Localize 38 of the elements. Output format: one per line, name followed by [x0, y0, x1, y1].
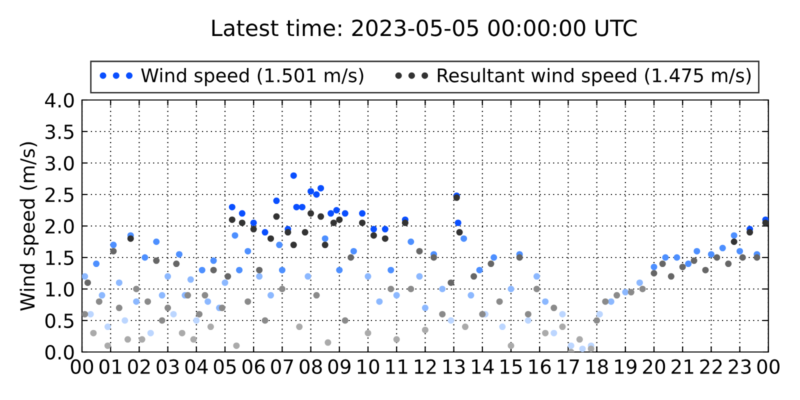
y-tick-label: 1.0 [46, 282, 74, 297]
legend-label: Resultant wind speed (1.475 m/s) [438, 68, 751, 86]
y-tick-label: 4.0 [45, 92, 74, 108]
x-tick-label: 16 [529, 359, 551, 374]
x-tick-label: 13 [444, 359, 465, 374]
x-tick-label: 18 [586, 359, 608, 374]
x-tick-label: 03 [156, 359, 179, 374]
y-tick-label: 1.5 [46, 250, 74, 266]
y-axis-title: Wind speed (m/s) [20, 142, 39, 311]
x-tick-label: 08 [300, 359, 322, 374]
x-tick-label: 10 [358, 359, 380, 374]
x-tick-label: 17 [558, 360, 579, 374]
x-tick-label: 14 [472, 360, 494, 374]
x-tick-label: 01 [100, 359, 122, 374]
x-tick-label: 23 [728, 359, 751, 374]
x-tick-label: 19 [615, 359, 636, 374]
y-tick-label: 3.0 [46, 156, 74, 171]
x-tick-label: 09 [328, 359, 350, 374]
y-tick-label: 0.5 [45, 313, 74, 328]
x-tick-label: 11 [386, 360, 408, 374]
x-tick-label: 04 [185, 359, 208, 374]
x-tick-label: 20 [643, 359, 666, 374]
y-tick-label: 2.0 [46, 218, 74, 234]
x-tick-label: 07 [271, 359, 293, 374]
legend-label: Wind speed (1.501 m/s) [141, 68, 364, 86]
chart-title: Latest time: 2023-05-05 00:00:00 UTC [212, 19, 637, 36]
x-tick-label: 21 [672, 359, 694, 374]
x-tick-label: 22 [700, 359, 722, 374]
x-tick-label: 00 [757, 359, 780, 374]
x-tick-label: 05 [214, 359, 236, 374]
x-tick-label: 02 [128, 359, 150, 374]
y-tick-label: 0.0 [45, 344, 74, 360]
x-tick-label: 15 [500, 360, 522, 374]
y-tick-label: 3.5 [46, 124, 74, 140]
x-tick-label: 12 [414, 359, 436, 374]
y-tick-label: 2.5 [46, 187, 74, 202]
x-tick-label: 00 [70, 359, 94, 374]
x-tick-label: 06 [242, 359, 265, 374]
